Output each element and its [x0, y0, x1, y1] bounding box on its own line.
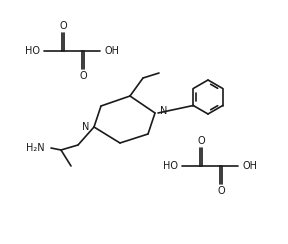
Text: N: N [82, 122, 89, 132]
Text: N: N [160, 106, 167, 116]
Text: O: O [59, 21, 67, 31]
Text: OH: OH [242, 161, 257, 171]
Text: O: O [79, 71, 87, 81]
Text: H₂N: H₂N [26, 143, 45, 153]
Text: OH: OH [105, 46, 120, 56]
Text: HO: HO [24, 46, 39, 56]
Text: HO: HO [162, 161, 177, 171]
Text: O: O [197, 136, 205, 146]
Text: O: O [217, 186, 225, 196]
